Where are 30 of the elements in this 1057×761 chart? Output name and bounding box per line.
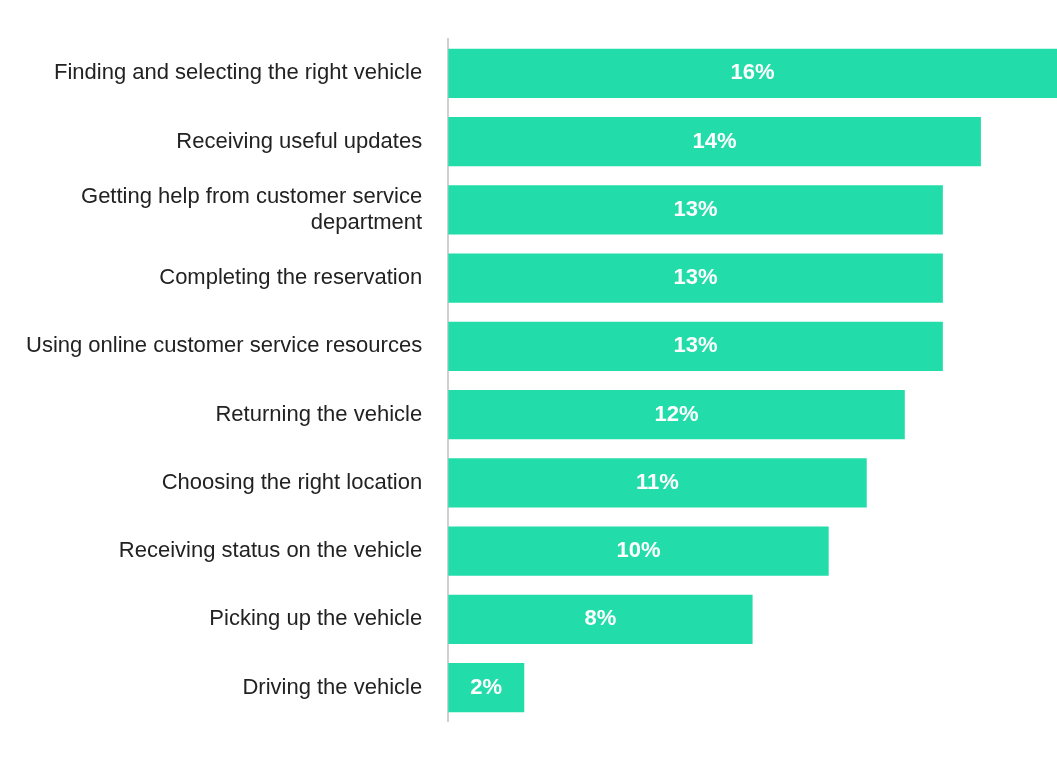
data-label: 11% bbox=[636, 468, 679, 494]
bar bbox=[448, 526, 829, 576]
bar bbox=[448, 48, 1057, 98]
y-tick-label: Returning the vehicle bbox=[215, 400, 423, 426]
data-label: 13% bbox=[673, 332, 718, 358]
y-tick-label: Receiving status on the vehicle bbox=[118, 537, 423, 563]
y-tick-label: Choosing the right location bbox=[161, 468, 423, 494]
data-label: 12% bbox=[654, 400, 699, 426]
y-tick-label: Driving the vehicle bbox=[242, 673, 423, 699]
data-label: 10% bbox=[616, 537, 661, 563]
data-label: 16% bbox=[730, 59, 775, 85]
y-tick-label: Finding and selecting the right vehicle bbox=[54, 59, 423, 85]
y-tick-label: Using online customer service resources bbox=[25, 332, 423, 358]
y-tick-label: Getting help from customer service department bbox=[81, 182, 423, 235]
data-label: 2% bbox=[470, 673, 503, 699]
bar bbox=[448, 117, 981, 167]
data-label: 13% bbox=[673, 264, 718, 290]
bar bbox=[448, 458, 867, 508]
bar bbox=[448, 321, 943, 371]
bar bbox=[448, 185, 943, 235]
bar bbox=[448, 663, 525, 713]
y-tick-label: Completing the reservation bbox=[159, 264, 423, 290]
data-label: 8% bbox=[584, 605, 617, 631]
y-tick-label: Picking up the vehicle bbox=[209, 605, 423, 631]
y-tick-label: Receiving useful updates bbox=[176, 127, 423, 153]
data-label: 13% bbox=[673, 195, 718, 221]
data-label: 14% bbox=[692, 127, 737, 153]
bar bbox=[448, 390, 905, 440]
bar bbox=[448, 594, 753, 644]
bar bbox=[448, 253, 943, 303]
